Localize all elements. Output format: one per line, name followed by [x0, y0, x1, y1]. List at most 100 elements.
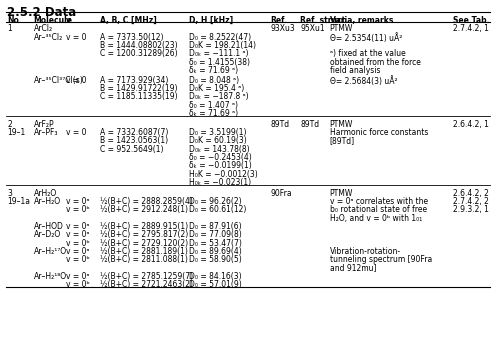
Text: ½(B+C) = 2881.189(1): ½(B+C) = 2881.189(1)	[100, 247, 188, 256]
Text: Ar–³⁵Cl₂: Ar–³⁵Cl₂	[34, 33, 62, 42]
Text: 19–1: 19–1	[8, 128, 26, 137]
Text: D₀ = 84.16(3): D₀ = 84.16(3)	[189, 272, 242, 281]
Text: Vibration-rotation-: Vibration-rotation-	[330, 247, 401, 256]
Text: H₀K = −0.0012(3): H₀K = −0.0012(3)	[189, 170, 258, 179]
Text: D₀ = 8.048 ᵃ): D₀ = 8.048 ᵃ)	[189, 76, 239, 85]
Text: v = 0ᵃ: v = 0ᵃ	[66, 247, 89, 256]
Text: v: v	[66, 16, 70, 25]
Text: A = 7332.6087(7): A = 7332.6087(7)	[100, 128, 168, 137]
Text: D₀ = 77.09(8): D₀ = 77.09(8)	[189, 230, 242, 239]
Text: v = 0ᵃ: v = 0ᵃ	[66, 230, 89, 239]
Text: Ar–H₂¹⁷O: Ar–H₂¹⁷O	[34, 247, 66, 256]
Text: v = 0ᵇ: v = 0ᵇ	[66, 205, 90, 214]
Text: PTMW: PTMW	[330, 189, 353, 198]
Text: 1: 1	[8, 24, 12, 34]
Text: ½(B+C) = 2888.2859(4): ½(B+C) = 2888.2859(4)	[100, 197, 193, 206]
Text: Θ= 2.5684(3) uÅ²: Θ= 2.5684(3) uÅ²	[330, 76, 398, 86]
Text: b₀ rotational state of free: b₀ rotational state of free	[330, 205, 427, 214]
Text: PTMW: PTMW	[330, 120, 353, 129]
Text: D₀ₖ = −187.8 ᵃ): D₀ₖ = −187.8 ᵃ)	[189, 92, 248, 102]
Text: ½(B+C) = 2912.248(1): ½(B+C) = 2912.248(1)	[100, 205, 188, 214]
Text: C = 1185.11335(19): C = 1185.11335(19)	[100, 92, 178, 102]
Text: 2.6.4.2, 1: 2.6.4.2, 1	[453, 120, 489, 129]
Text: v = 0ᵇ: v = 0ᵇ	[66, 280, 90, 289]
Text: A = 7173.929(34): A = 7173.929(34)	[100, 76, 168, 85]
Text: ½(B+C) = 2795.817(2): ½(B+C) = 2795.817(2)	[100, 230, 188, 239]
Text: v = 0ᵇ: v = 0ᵇ	[66, 255, 90, 264]
Text: D₀ = 87.91(6): D₀ = 87.91(6)	[189, 222, 242, 231]
Text: 2.7.4.2, 1: 2.7.4.2, 1	[453, 24, 489, 34]
Text: ArH₂O: ArH₂O	[34, 189, 56, 198]
Text: B = 1444.08802(23): B = 1444.08802(23)	[100, 41, 178, 50]
Text: δ₀ = 1.407 ᵃ): δ₀ = 1.407 ᵃ)	[189, 101, 238, 110]
Text: A, B, C [MHz]: A, B, C [MHz]	[100, 16, 157, 25]
Text: δₖ = 71.69 ᵃ): δₖ = 71.69 ᵃ)	[189, 109, 238, 118]
Text: Ar–H₂¹⁸O: Ar–H₂¹⁸O	[34, 272, 66, 281]
Text: D₀K = 198.21(14): D₀K = 198.21(14)	[189, 41, 256, 50]
Text: Ar–D₂O: Ar–D₂O	[34, 230, 60, 239]
Text: See Tab.: See Tab.	[453, 16, 490, 25]
Text: 89Td: 89Td	[270, 120, 289, 129]
Text: ArCl₂: ArCl₂	[34, 24, 52, 34]
Text: v = 0ᵃ correlates with the: v = 0ᵃ correlates with the	[330, 197, 428, 206]
Text: 95Xu1: 95Xu1	[300, 24, 324, 34]
Text: D₀ = 58.90(5): D₀ = 58.90(5)	[189, 255, 242, 264]
Text: and 912mu]: and 912mu]	[330, 263, 376, 273]
Text: D₀ = 96.26(2): D₀ = 96.26(2)	[189, 197, 242, 206]
Text: v = 0: v = 0	[66, 33, 86, 42]
Text: 3: 3	[8, 189, 12, 198]
Text: field analysis: field analysis	[330, 66, 380, 75]
Text: 2.9.3.2, 1: 2.9.3.2, 1	[453, 205, 489, 214]
Text: δₖ = 71.69 ᵃ): δₖ = 71.69 ᵃ)	[189, 66, 238, 75]
Text: D, H [kHz]: D, H [kHz]	[189, 16, 233, 25]
Text: D₀ₖ = 143.78(8): D₀ₖ = 143.78(8)	[189, 145, 250, 154]
Text: C = 952.5649(1): C = 952.5649(1)	[100, 145, 164, 154]
Text: ½(B+C) = 2889.915(1): ½(B+C) = 2889.915(1)	[100, 222, 188, 231]
Text: 19–1a: 19–1a	[8, 197, 30, 206]
Text: 89Td: 89Td	[300, 120, 319, 129]
Text: D₀K = 60.19(3): D₀K = 60.19(3)	[189, 136, 246, 146]
Text: Ref. struct.: Ref. struct.	[300, 16, 348, 25]
Text: D₀ = 3.5199(1): D₀ = 3.5199(1)	[189, 128, 246, 137]
Text: 2.6.4.2, 2: 2.6.4.2, 2	[453, 189, 489, 198]
Text: D₀ = 8.2522(47): D₀ = 8.2522(47)	[189, 33, 251, 42]
Text: PTMW: PTMW	[330, 24, 353, 34]
Text: D₀ = 60.61(12): D₀ = 60.61(12)	[189, 205, 246, 214]
Text: 2.7.4.2, 2: 2.7.4.2, 2	[453, 197, 489, 206]
Text: ½(B+C) = 2785.1259(7): ½(B+C) = 2785.1259(7)	[100, 272, 193, 281]
Text: tunneling spectrum [90Fra: tunneling spectrum [90Fra	[330, 255, 432, 264]
Text: v = 0: v = 0	[66, 128, 86, 137]
Text: Harmonic force constants: Harmonic force constants	[330, 128, 428, 137]
Text: v = 0ᵇ: v = 0ᵇ	[66, 238, 90, 247]
Text: D₀ₖ = −111.1 ᵃ): D₀ₖ = −111.1 ᵃ)	[189, 49, 248, 58]
Text: v = 0ᵃ: v = 0ᵃ	[66, 197, 89, 206]
Text: δ₀ = 1.4155(38): δ₀ = 1.4155(38)	[189, 58, 250, 67]
Text: Ar–HOD: Ar–HOD	[34, 222, 64, 231]
Text: Θ= 2.5354(11) uÅ²: Θ= 2.5354(11) uÅ²	[330, 33, 402, 43]
Text: ᵃ) fixed at the value: ᵃ) fixed at the value	[330, 49, 406, 58]
Text: 90Fra: 90Fra	[270, 189, 292, 198]
Text: obtained from the force: obtained from the force	[330, 58, 420, 67]
Text: D₀K = 195.4 ᵃ): D₀K = 195.4 ᵃ)	[189, 84, 244, 93]
Text: v = 0: v = 0	[66, 76, 86, 85]
Text: D₀ = 89.69(4): D₀ = 89.69(4)	[189, 247, 242, 256]
Text: v = 0ᵃ: v = 0ᵃ	[66, 272, 89, 281]
Text: A = 7373.50(12): A = 7373.50(12)	[100, 33, 164, 42]
Text: 93Xu3: 93Xu3	[270, 24, 295, 34]
Text: ArF₂P: ArF₂P	[34, 120, 54, 129]
Text: Ar–H₂O: Ar–H₂O	[34, 197, 60, 206]
Text: ½(B+C) = 2729.120(2): ½(B+C) = 2729.120(2)	[100, 238, 188, 247]
Text: D₀ = 53.47(7): D₀ = 53.47(7)	[189, 238, 242, 247]
Text: C = 1200.31289(26): C = 1200.31289(26)	[100, 49, 178, 58]
Text: B = 1429.91722(19): B = 1429.91722(19)	[100, 84, 178, 93]
Text: [89Td]: [89Td]	[330, 136, 355, 146]
Text: B = 1423.0563(1): B = 1423.0563(1)	[100, 136, 168, 146]
Text: ½(B+C) = 2721.2463(2): ½(B+C) = 2721.2463(2)	[100, 280, 193, 289]
Text: Ref.: Ref.	[270, 16, 287, 25]
Text: δ₀ = −0.2453(4): δ₀ = −0.2453(4)	[189, 153, 252, 162]
Text: Varia, remarks: Varia, remarks	[330, 16, 393, 25]
Text: D₀ = 57.01(9): D₀ = 57.01(9)	[189, 280, 242, 289]
Text: Ar–³⁵Cl³⁷Cl(s): Ar–³⁵Cl³⁷Cl(s)	[34, 76, 83, 85]
Text: 2: 2	[8, 120, 12, 129]
Text: Molecule: Molecule	[34, 16, 72, 25]
